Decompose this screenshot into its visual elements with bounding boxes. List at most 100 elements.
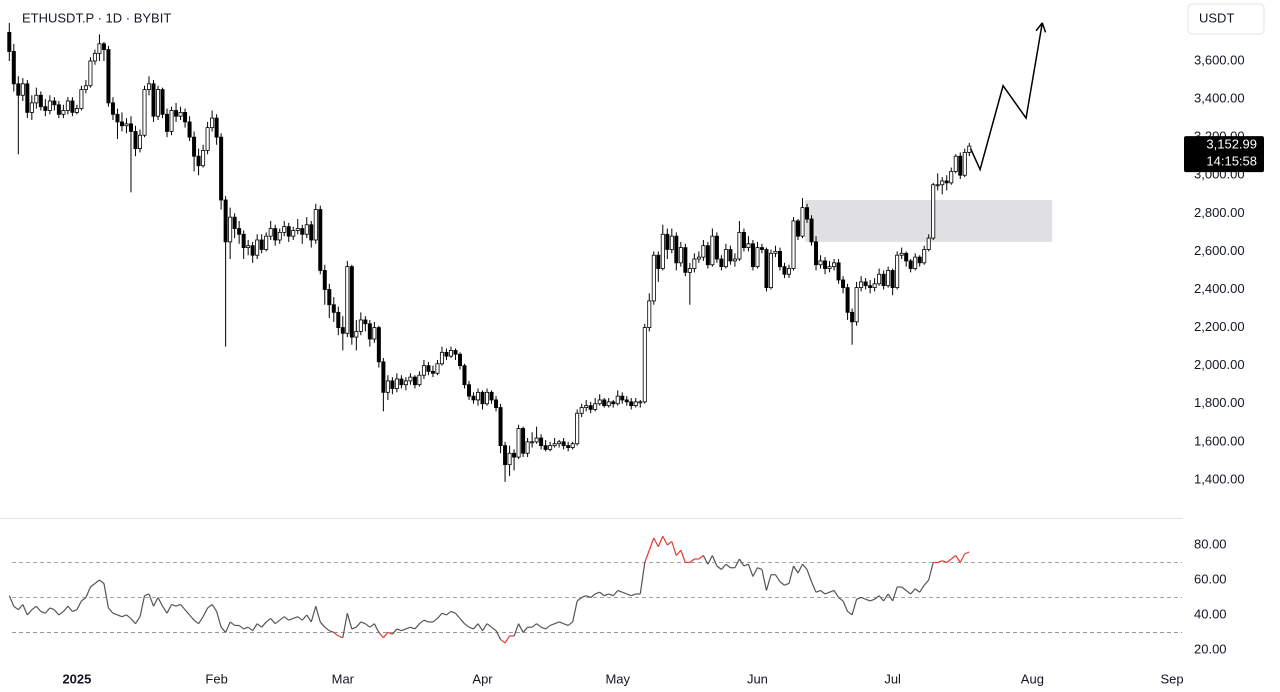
rsi-segment <box>148 593 155 607</box>
rsi-segment <box>355 621 362 628</box>
candle-body <box>593 403 598 410</box>
y-tick-label: 2,800.00 <box>1194 205 1245 220</box>
candle-body <box>16 83 21 96</box>
candle-body <box>291 230 296 237</box>
rsi-segment <box>612 590 619 597</box>
candle-body <box>426 365 431 372</box>
rsi-segment <box>360 621 366 625</box>
candle-body <box>507 452 512 466</box>
candle-body <box>692 258 697 269</box>
rsi-segment <box>81 596 87 602</box>
rsi-segment <box>99 579 105 584</box>
rsi-segment <box>229 621 236 626</box>
rsi-segment <box>288 617 294 621</box>
rsi-segment <box>144 593 150 597</box>
candle-body <box>895 254 900 288</box>
rsi-segment <box>631 593 636 597</box>
candle-body <box>836 262 841 281</box>
candle-body <box>525 441 530 454</box>
candle-body <box>809 218 814 243</box>
candle-body <box>38 94 43 108</box>
rsi-segment <box>279 616 285 621</box>
candle-body <box>259 239 264 250</box>
projection-line <box>969 22 1044 172</box>
rsi-segment <box>639 562 646 595</box>
rsi-segment <box>919 584 925 593</box>
rsi-segment <box>513 623 520 637</box>
candle-body <box>768 252 773 288</box>
rsi-segment <box>662 535 668 546</box>
rsi-segment <box>531 623 537 628</box>
candle-body <box>931 184 936 239</box>
rsi-segment <box>220 626 227 633</box>
candle-body <box>759 247 764 250</box>
candle-body <box>958 155 963 176</box>
rsi-segment <box>644 550 650 563</box>
y-tick-label: 1,800.00 <box>1194 395 1245 410</box>
rsi-segment <box>432 617 438 623</box>
candle-body <box>20 83 25 96</box>
rsi-segment <box>94 579 100 584</box>
candle-body <box>732 258 737 262</box>
candle-body <box>512 452 517 458</box>
rsi-segment <box>928 562 934 581</box>
rsi-segment <box>743 563 749 567</box>
rsi-segment <box>955 555 961 563</box>
rsi-segment <box>243 626 249 630</box>
candle-body <box>683 247 688 273</box>
candle-body <box>899 252 904 256</box>
candle-body <box>863 281 868 287</box>
rsi-segment <box>599 591 605 597</box>
projection-arrowhead <box>1035 22 1043 32</box>
rsi-segment <box>865 598 871 602</box>
rsi-segment <box>473 623 479 630</box>
candle-body <box>165 113 170 132</box>
currency-button[interactable] <box>1187 3 1265 35</box>
rsi-segment <box>139 595 146 617</box>
rsi-segment <box>270 618 276 625</box>
candle-body <box>543 445 548 450</box>
candle-body <box>390 380 395 389</box>
rsi-segment <box>67 605 73 612</box>
rsi-segment <box>130 618 136 625</box>
candle-body <box>201 150 206 167</box>
rsi-segment <box>504 635 511 644</box>
rsi-segment <box>878 595 885 602</box>
candle-body <box>570 443 575 448</box>
candle-body <box>850 311 855 323</box>
rsi-segment <box>207 603 213 609</box>
candle-body <box>282 226 287 233</box>
rsi-segment <box>198 616 204 625</box>
rsi-segment <box>166 604 173 614</box>
candle-body <box>43 106 48 111</box>
rsi-segment <box>216 611 222 628</box>
candle-body <box>160 89 165 115</box>
candle-body <box>345 266 350 334</box>
rsi-segment <box>414 623 420 630</box>
candle-body <box>750 243 755 268</box>
candle-body <box>412 376 417 386</box>
candle-body <box>584 405 589 408</box>
rsi-segment <box>134 616 141 625</box>
candle-body <box>913 256 918 269</box>
candle-body <box>372 327 377 340</box>
currency-label[interactable]: USDT <box>1199 10 1234 25</box>
candle-body <box>327 289 332 306</box>
candle-body <box>908 260 913 269</box>
rsi-segment <box>707 555 713 565</box>
rsi-segment <box>486 623 492 628</box>
rsi-segment <box>603 593 609 597</box>
rsi-segment <box>107 607 114 614</box>
candle-body <box>516 428 521 458</box>
candle-body <box>566 445 571 448</box>
candle-body <box>926 237 931 250</box>
candle-body <box>633 401 638 407</box>
rsi-segment <box>265 617 272 623</box>
price-axis-column <box>1183 0 1280 692</box>
rsi-segment <box>477 623 484 632</box>
rsi-segment <box>950 555 957 560</box>
rsi-segment <box>396 628 402 632</box>
rsi-segment <box>297 616 303 621</box>
rsi-segment <box>594 591 600 595</box>
rsi-segment <box>666 541 673 546</box>
